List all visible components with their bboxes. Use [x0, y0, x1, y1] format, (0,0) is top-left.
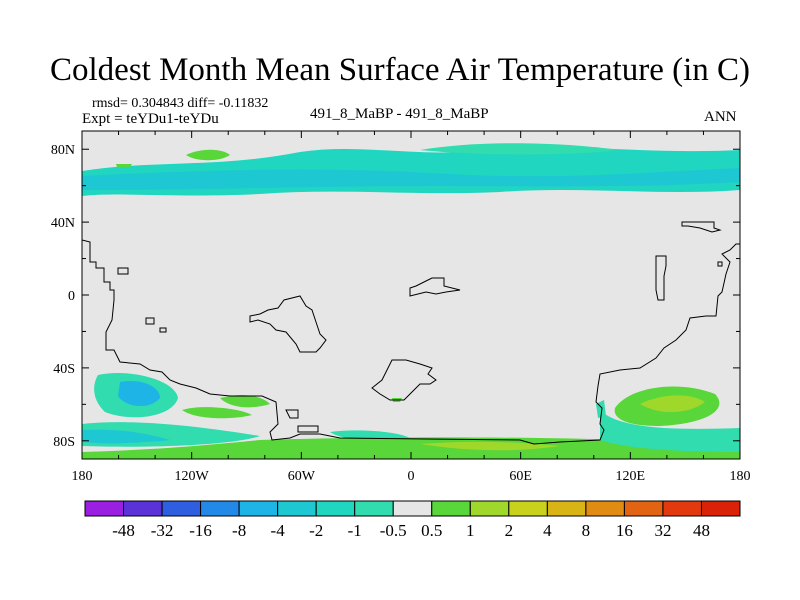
south-warm-patch-peninsula [220, 395, 270, 408]
southern-island-outline [371, 359, 437, 401]
colorbar-label-8: 0.5 [421, 521, 442, 540]
colorbar-label-4: -4 [271, 521, 286, 540]
colorbar-label-2: -16 [189, 521, 212, 540]
colorbar-label-14: 32 [654, 521, 671, 540]
colorbar-box-10 [469, 500, 510, 517]
colorbar-box-8 [392, 500, 433, 517]
colorbar: -48 -32 -16 -8 -4 -2 -1 -0.5 0.5 1 2 4 8 16 32 48 [84, 500, 741, 540]
colorbar-box-7 [354, 500, 394, 517]
equatorial-island-outline [409, 277, 461, 297]
x-tick-label-2: 60W [288, 469, 316, 484]
north-weak-cold [420, 143, 620, 155]
x-tick-label-1: 120W [175, 469, 210, 484]
tiny-west-island-outline-2 [159, 327, 167, 333]
colorbar-label-7: -0.5 [380, 521, 407, 540]
colorbar-box-13 [585, 500, 625, 517]
northeast-coast-outline [655, 255, 667, 301]
map-title: Coldest Month Mean Surface Air Temperatu… [50, 52, 750, 88]
stats-text: rmsd= 0.304843 diff= -0.11832 [92, 96, 269, 111]
colorbar-label-11: 4 [543, 521, 552, 540]
antarctic-warm-core [420, 441, 560, 451]
y-tick-label-2: 0 [68, 289, 75, 304]
colorbar-box-14 [623, 500, 664, 517]
antarctic-warm-band [82, 437, 740, 459]
continent-outlines [82, 221, 740, 445]
colorbar-box-4 [238, 500, 279, 517]
colorbar-box-11 [508, 500, 548, 517]
south-indian-cold-area [600, 410, 740, 452]
case-text: 491_8_MaBP - 491_8_MaBP [310, 106, 489, 122]
colorbar-label-13: 16 [616, 521, 633, 540]
season-text: ANN [704, 109, 737, 125]
colorbar-box-2 [161, 500, 202, 517]
colorbar-label-1: -32 [151, 521, 174, 540]
colorbar-box-6 [315, 500, 356, 517]
colorbar-box-5 [277, 500, 317, 517]
small-east-island-outline [717, 261, 723, 267]
antarctic-cold-west-core [82, 429, 170, 444]
north-cold-core [82, 168, 740, 190]
northeast-island-outline [681, 221, 722, 233]
colorbar-box-0 [84, 500, 125, 517]
colorbar-label-0: -48 [112, 521, 135, 540]
colorbar-label-10: 2 [505, 521, 514, 540]
colorbar-label-12: 8 [582, 521, 591, 540]
x-tick-label-4: 60E [509, 469, 532, 484]
y-tick-label-0: 80N [51, 143, 75, 158]
x-tick-label-3: 0 [408, 469, 415, 484]
western-continent-outline [82, 239, 740, 445]
colorbar-label-9: 1 [466, 521, 475, 540]
temperature-anomaly-field [82, 143, 740, 459]
north-warm-patch [186, 149, 230, 161]
colorbar-label-3: -8 [232, 521, 246, 540]
y-tick-label-4: 80S [53, 435, 75, 450]
south-warm-patch-west [182, 407, 252, 419]
x-tick-label-5: 120E [616, 469, 646, 484]
colorbar-label-6: -1 [348, 521, 362, 540]
north-small-warm-patch [116, 164, 132, 167]
colorbar-box-15 [662, 500, 702, 517]
tiny-west-island-outline [145, 317, 155, 325]
y-tick-label-3: 40S [53, 362, 75, 377]
colorbar-box-9 [431, 500, 471, 517]
axis-ticks: 180 120W 60W 0 60E 120E 180 80N 40N 0 40S 80S [51, 131, 751, 484]
south-indian-warm-core [640, 395, 705, 413]
experiment-text: Expt = teYDu1-teYDu [82, 111, 219, 127]
colorbar-box-12 [546, 500, 587, 517]
colorbar-box-16 [700, 500, 741, 517]
x-tick-label-0: 180 [72, 469, 93, 484]
colorbar-label-5: -2 [309, 521, 323, 540]
colorbar-box-3 [200, 500, 240, 517]
y-tick-label-1: 40N [51, 216, 75, 231]
south-pacific-cold-core [118, 380, 160, 407]
small-west-island-outline [117, 267, 129, 275]
peninsula-islet-outline-2 [297, 425, 319, 433]
peninsula-islet-outline [285, 409, 299, 419]
central-continent-outline [249, 295, 327, 353]
x-tick-label-6: 180 [730, 469, 751, 484]
colorbar-label-15: 48 [693, 521, 710, 540]
colorbar-box-1 [123, 500, 163, 517]
